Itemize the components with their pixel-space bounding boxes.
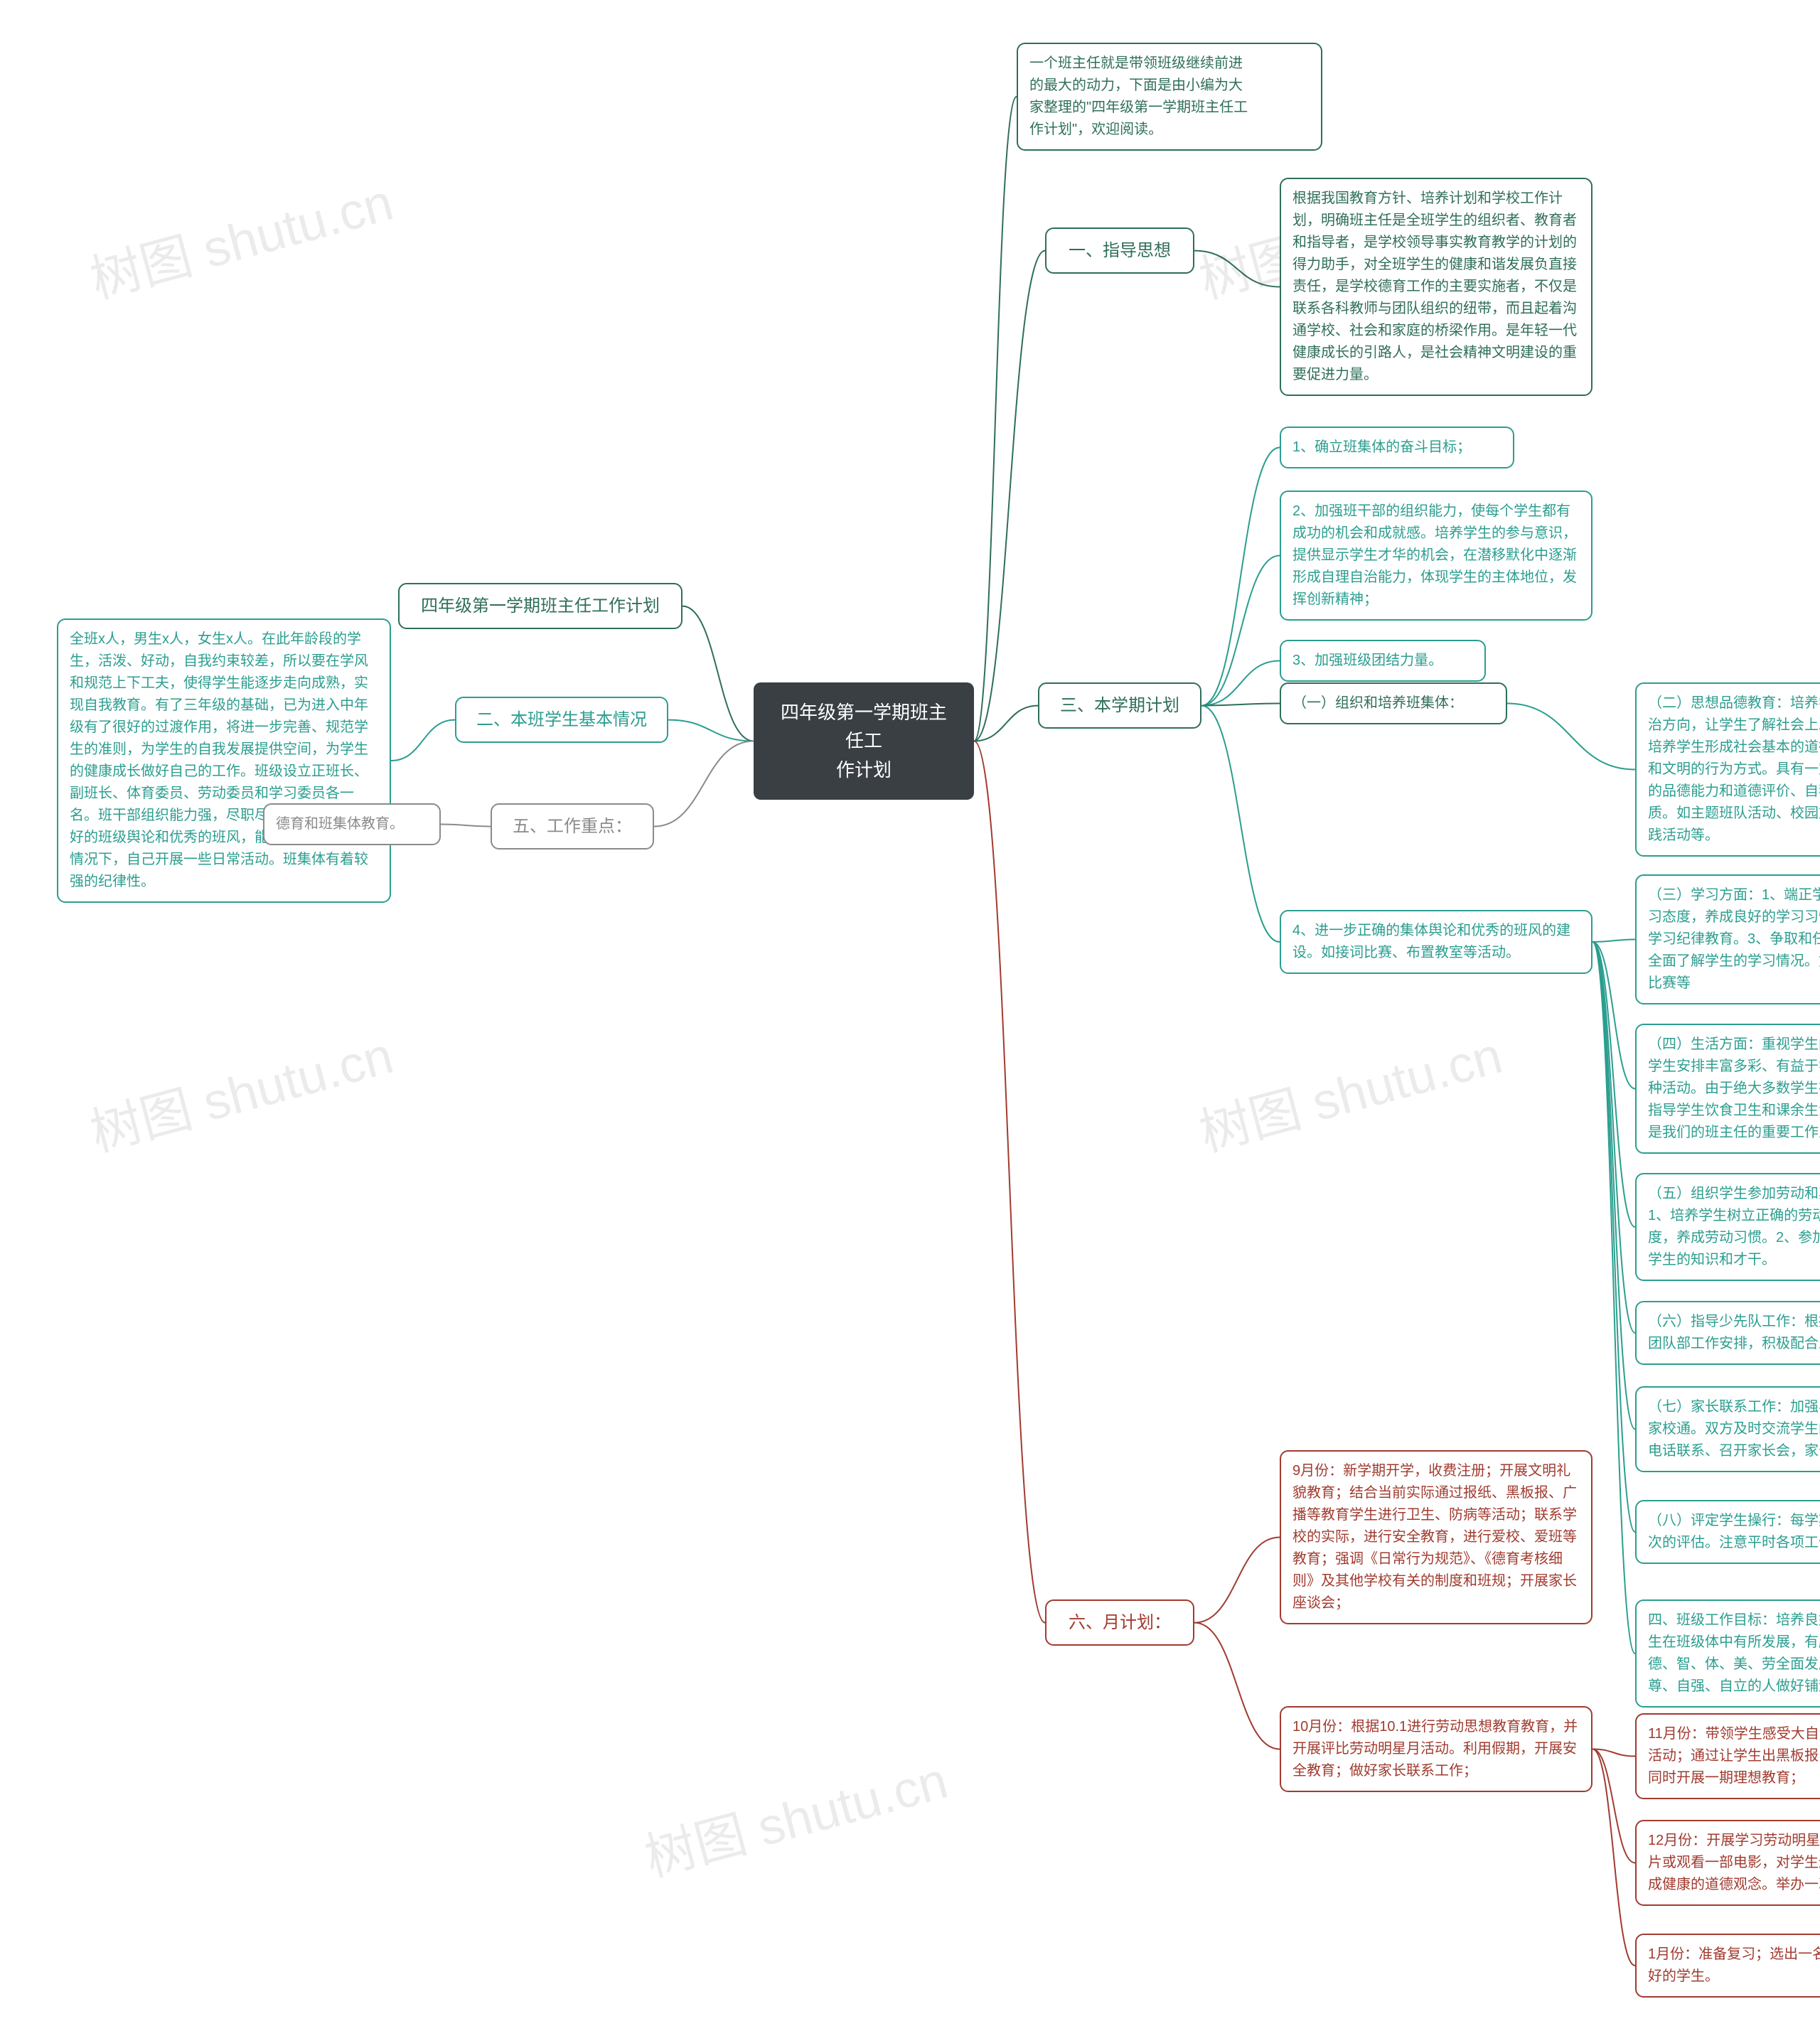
connector — [974, 741, 1045, 1622]
connector — [1592, 1749, 1635, 1757]
connector — [441, 825, 491, 827]
connector — [1592, 942, 1635, 1227]
connector — [668, 720, 754, 741]
connector — [654, 741, 754, 826]
node-b3_d5[interactable]: （五）组织学生参加劳动和其他的社会活动：1、培养学生树立正确的劳动观念和劳动态度… — [1635, 1173, 1820, 1281]
connector — [1201, 706, 1280, 942]
connector — [1592, 942, 1635, 1654]
node-b4_title[interactable]: 四年级第一学期班主任工作计划 — [398, 583, 682, 629]
connector — [974, 97, 1017, 741]
watermark: 树图 shutu.cn — [81, 1013, 400, 1165]
node-b1[interactable]: 一、指导思想 — [1045, 227, 1194, 274]
node-b3_1[interactable]: 1、确立班集体的奋斗目标； — [1280, 427, 1514, 468]
node-intro[interactable]: 一个班主任就是带领班级继续前进 的最大的动力，下面是由小编为大 家整理的"四年级… — [1017, 43, 1322, 151]
connector — [974, 251, 1045, 741]
node-b3_d4[interactable]: （四）生活方面：重视学生的课余时间，帮助学生安排丰富多彩、有益于学生身心健康的各… — [1635, 1024, 1820, 1154]
connector — [1194, 1623, 1280, 1749]
connector — [1592, 1749, 1635, 1966]
node-b3_goal[interactable]: 四、班级工作目标：培养良好的班级体，让学生在班级体中有所发展，有所突破，让学生在… — [1635, 1599, 1820, 1708]
node-b2_1[interactable]: 全班x人，男生x人，女生x人。在此年龄段的学生，活泼、好动，自我约束较差，所以要… — [57, 618, 391, 903]
connector — [1194, 1538, 1280, 1623]
node-b3_d2[interactable]: （二）思想品德教育：培养学生树立正确的政治方向，让学生了解社会上发生的一些时势。… — [1635, 682, 1820, 857]
node-b1_1[interactable]: 根据我国教育方针、培养计划和学校工作计划，明确班主任是全班学生的组织者、教育者和… — [1280, 178, 1592, 396]
node-b3_d3[interactable]: （三）学习方面：1、端正学生学习目的和学习态度，养成良好的学习习惯。2、加强学生… — [1635, 874, 1820, 1004]
connector — [1507, 704, 1635, 770]
node-b3_d7[interactable]: （七）家长联系工作：加强与家长联系，形成家校通。双方及时交流学生的情况。主要采取… — [1635, 1386, 1820, 1472]
connector — [1592, 942, 1635, 1089]
mindmap-canvas: 树图 shutu.cn 树图 shutu.cn 树图 shutu.cn 树图 shut… — [0, 0, 1820, 2026]
connector — [1201, 448, 1280, 706]
watermark: 树图 shutu.cn — [1190, 1013, 1509, 1165]
node-b6_9[interactable]: 9月份：新学期开学，收费注册；开展文明礼貌教育；结合当前实际通过报纸、黑板报、广… — [1280, 1450, 1592, 1624]
watermark: 树图 shutu.cn — [636, 1738, 955, 1890]
connector — [1592, 942, 1635, 1333]
node-b5_1[interactable]: 德育和班集体教育。 — [263, 803, 441, 845]
connector — [974, 706, 1038, 741]
connector — [1201, 704, 1280, 706]
node-b6_1[interactable]: 1月份：准备复习；选出一名学期当中表现最好的学生。 — [1635, 1934, 1820, 1998]
node-b3_d6[interactable]: （六）指导少先队工作：根据上级领导和学校团队部工作安排，积极配合工作。 — [1635, 1301, 1820, 1365]
connector — [1592, 1749, 1635, 1863]
node-b6_12[interactable]: 12月份：开展学习劳动明星评奖；通过一些图片或观看一部电影，对学生进行法制教育，… — [1635, 1820, 1820, 1906]
node-b6_11[interactable]: 11月份：带领学生感受大自然的美，举行秋游活动；通过让学生出黑板报，进行品德教育… — [1635, 1713, 1820, 1799]
node-b2[interactable]: 二、本班学生基本情况 — [455, 697, 668, 743]
node-b3_org[interactable]: （一）组织和培养班集体： — [1280, 682, 1507, 724]
connector — [1201, 661, 1280, 706]
node-b5[interactable]: 五、工作重点： — [491, 803, 654, 849]
node-b6[interactable]: 六、月计划： — [1045, 1599, 1194, 1646]
connector — [1592, 940, 1635, 943]
node-b3_3[interactable]: 3、加强班级团结力量。 — [1280, 640, 1486, 682]
connector — [1201, 556, 1280, 706]
node-b3_2[interactable]: 2、加强班干部的组织能力，使每个学生都有成功的机会和成就感。培养学生的参与意识，… — [1280, 491, 1592, 621]
node-b3_d8[interactable]: （八）评定学生操行：每学期对学生进行1-2次的评估。注意平时各项工作的评估和总结… — [1635, 1500, 1820, 1564]
node-b3[interactable]: 三、本学期计划 — [1038, 682, 1201, 729]
watermark: 树图 shutu.cn — [81, 160, 400, 312]
connector — [1592, 942, 1635, 1430]
node-b3_4[interactable]: 4、进一步正确的集体舆论和优秀的班风的建设。如接词比赛、布置教室等活动。 — [1280, 910, 1592, 974]
connector — [391, 720, 455, 761]
connector — [682, 606, 754, 741]
root-node[interactable]: 四年级第一学期班主任工 作计划 — [754, 682, 974, 800]
connector — [1592, 942, 1635, 1532]
node-b6_10[interactable]: 10月份：根据10.1进行劳动思想教育教育，并开展评比劳动明星月活动。利用假期，… — [1280, 1706, 1592, 1792]
connector — [1194, 251, 1280, 287]
